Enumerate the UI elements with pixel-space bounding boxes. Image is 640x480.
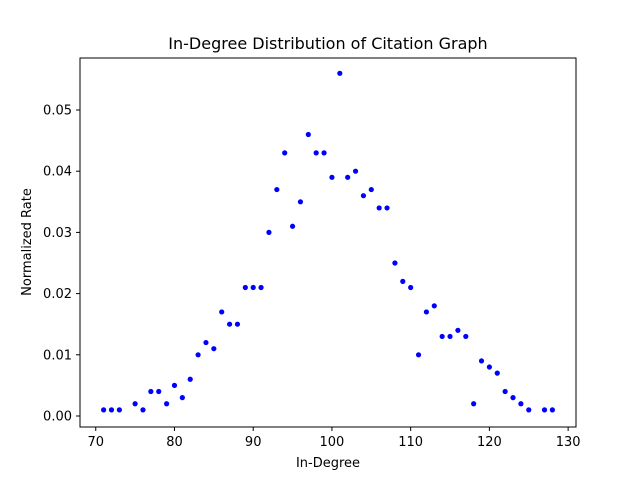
data-point <box>266 229 272 235</box>
y-axis-ticks: 0.00 0.01 0.02 0.03 0.04 0.05 <box>43 104 80 424</box>
data-point <box>345 174 351 180</box>
data-point <box>258 284 264 291</box>
data-points <box>101 70 555 413</box>
data-point <box>392 260 398 266</box>
x-axis-ticks: 70 80 90 100 110 120 130 <box>87 427 581 450</box>
data-point <box>541 407 548 413</box>
x-tick-label: 120 <box>477 435 502 450</box>
data-point <box>455 327 461 333</box>
data-point <box>518 401 524 407</box>
data-point <box>352 168 359 174</box>
data-point <box>494 370 500 376</box>
data-point <box>337 70 343 76</box>
data-point <box>313 150 319 156</box>
x-tick-label: 130 <box>556 435 581 450</box>
data-point <box>447 333 453 340</box>
data-point <box>423 309 430 315</box>
data-point <box>376 205 382 211</box>
data-point <box>156 388 162 395</box>
data-point <box>108 407 115 413</box>
y-tick-label: 0.01 <box>43 348 72 363</box>
data-point <box>431 303 437 309</box>
data-point <box>471 401 477 407</box>
data-point <box>116 407 122 413</box>
x-axis-label: In-Degree <box>296 456 360 471</box>
data-point <box>234 321 241 327</box>
data-point <box>242 284 248 291</box>
data-point <box>478 358 485 364</box>
data-point <box>408 284 414 291</box>
plot-area-frame <box>79 57 577 428</box>
y-tick-label: 0.05 <box>43 104 72 119</box>
data-point <box>282 150 288 156</box>
data-point <box>526 407 532 413</box>
data-point <box>211 346 217 352</box>
data-point <box>415 352 422 358</box>
data-point <box>289 223 296 229</box>
data-point <box>203 339 209 346</box>
data-point <box>179 395 185 401</box>
data-point <box>439 333 445 340</box>
data-point <box>463 333 469 340</box>
x-tick-label: 110 <box>398 435 423 450</box>
data-point <box>101 407 107 413</box>
data-point <box>171 382 178 388</box>
data-point <box>250 284 256 291</box>
x-tick-label: 80 <box>166 435 183 450</box>
data-point <box>321 150 327 156</box>
y-tick-label: 0.00 <box>43 409 72 424</box>
y-tick-label: 0.03 <box>43 226 72 241</box>
data-point <box>368 186 374 193</box>
x-tick-label: 100 <box>320 435 345 450</box>
data-point <box>486 364 492 370</box>
data-point <box>274 186 280 193</box>
chart-title: In-Degree Distribution of Citation Graph <box>168 34 487 53</box>
data-point <box>549 407 555 413</box>
data-point <box>148 388 154 395</box>
y-tick-label: 0.04 <box>43 165 72 180</box>
data-point <box>132 401 138 407</box>
data-point <box>187 376 193 382</box>
data-point <box>297 199 304 205</box>
data-point <box>219 309 225 315</box>
data-point <box>305 131 311 138</box>
data-point <box>226 321 233 327</box>
data-point <box>384 205 390 211</box>
x-tick-label: 70 <box>87 435 104 450</box>
data-point <box>164 401 170 407</box>
data-point <box>140 407 146 413</box>
data-point <box>195 352 201 358</box>
y-tick-label: 0.02 <box>43 287 72 302</box>
data-point <box>329 174 335 180</box>
data-point <box>360 193 367 199</box>
y-axis-label: Normalized Rate <box>20 188 35 296</box>
data-point <box>400 278 406 284</box>
x-tick-label: 90 <box>245 435 262 450</box>
data-point <box>510 395 516 401</box>
data-point <box>502 388 508 395</box>
